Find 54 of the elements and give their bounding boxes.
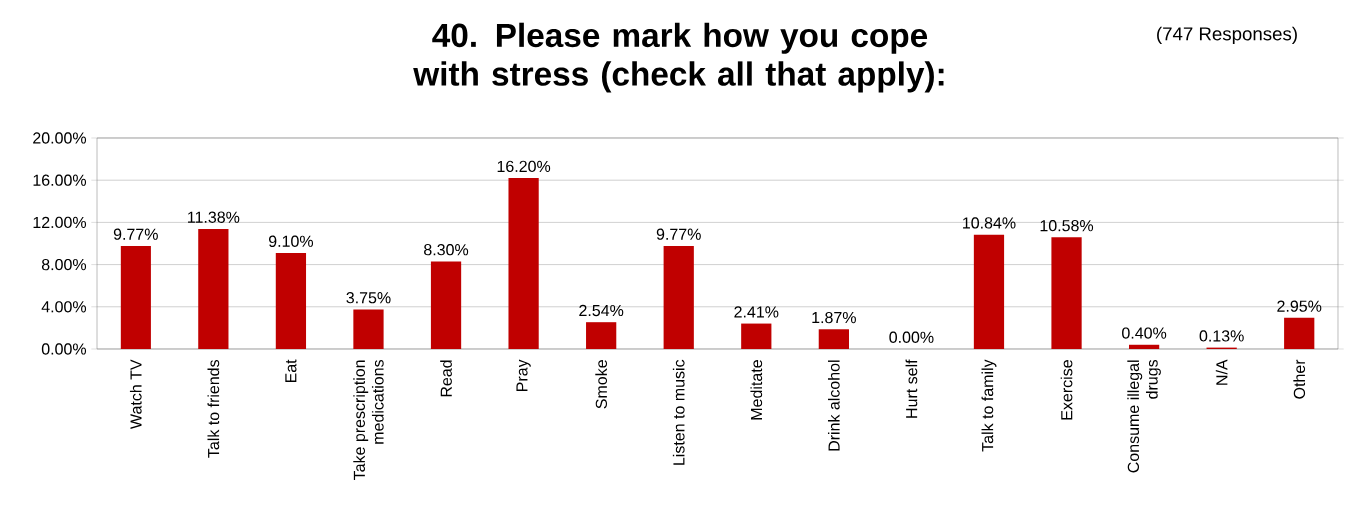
data-label: 9.10%: [268, 235, 314, 247]
bar: [818, 329, 849, 349]
data-label: 3.75%: [346, 292, 391, 304]
bar: [1284, 317, 1315, 349]
x-tick-label: Smoke: [595, 360, 608, 409]
data-label: 0.00%: [889, 331, 934, 343]
x-tick-label: Drink alcohol: [827, 360, 840, 451]
x-tick-label: Listen to music: [672, 359, 685, 465]
data-label: 2.95%: [1277, 300, 1322, 312]
data-label: 10.84%: [963, 217, 1016, 229]
x-tick-label: N/A: [1215, 359, 1228, 385]
bar: [1051, 237, 1082, 349]
bar: [275, 252, 307, 349]
data-label: 0.13%: [1199, 330, 1244, 342]
bar: [1128, 344, 1160, 349]
data-label: 11.38%: [188, 211, 240, 223]
x-tick-label: Hurt self: [905, 359, 918, 418]
bar: [508, 178, 539, 349]
data-label: 0.40%: [1122, 327, 1167, 339]
x-tick-label: Talk to friends: [207, 359, 220, 458]
y-tick-label: 20.00%: [33, 132, 87, 144]
y-tick-label: 0.00%: [41, 343, 87, 355]
y-tick-label: 12.00%: [33, 216, 87, 229]
x-tick-label: Other: [1293, 359, 1306, 399]
data-label: 9.77%: [113, 228, 158, 240]
data-label: 8.30%: [424, 244, 469, 256]
data-label: 9.77%: [656, 228, 701, 240]
bar: [120, 245, 151, 349]
bar: [586, 322, 617, 349]
chart-title: 40. Please mark how you cope with stress (check all that apply):: [413, 22, 944, 93]
data-label: 16.20%: [497, 160, 551, 173]
bar: [741, 323, 772, 349]
data-label: 2.41%: [734, 306, 779, 318]
x-tick-label: Take prescription medications: [353, 359, 384, 480]
data-label: 1.87%: [812, 311, 856, 324]
data-label: 2.54%: [579, 304, 624, 317]
y-tick-label: 16.00%: [33, 174, 87, 186]
x-tick-label: Consume illegal drugs: [1127, 359, 1161, 473]
x-tick-label: Exercise: [1060, 360, 1073, 420]
x-tick-label: Meditate: [750, 360, 763, 420]
bar: [430, 261, 462, 349]
data-label: 10.58%: [1040, 220, 1094, 232]
y-tick-label: 8.00%: [41, 258, 87, 271]
bar: [198, 228, 229, 349]
text: (747 Responses): [1157, 26, 1297, 45]
x-tick-label: Eat: [285, 359, 297, 383]
bar: [663, 245, 694, 349]
x-tick-label: Pray: [516, 359, 531, 391]
bar: [353, 309, 384, 349]
x-tick-label: Talk to family: [981, 359, 997, 452]
x-tick-label: Read: [440, 360, 452, 397]
y-tick-label: 4.00%: [41, 301, 87, 313]
x-tick-label: Watch TV: [129, 359, 142, 429]
bar: [973, 234, 1005, 349]
